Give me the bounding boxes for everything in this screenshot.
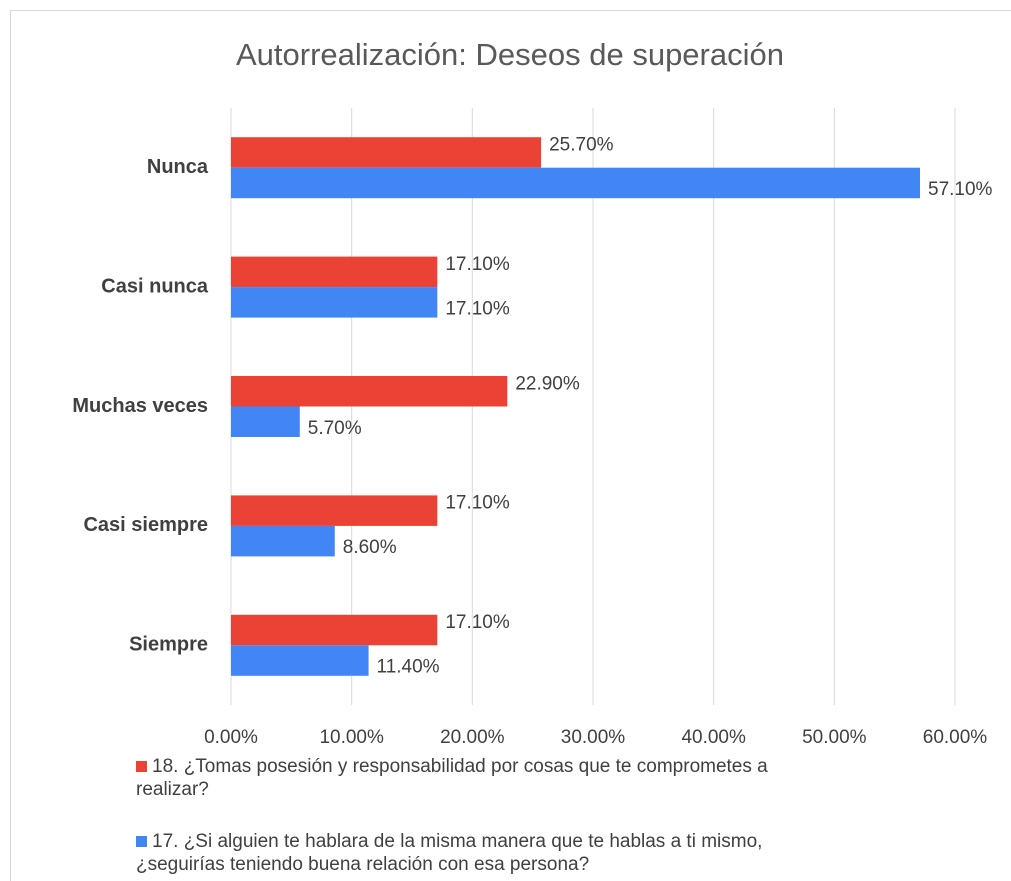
value-label: 8.60% <box>343 537 397 558</box>
x-tick-label: 30.00% <box>561 727 626 748</box>
legend-text: 17. ¿Si alguien te hablara de la misma m… <box>136 831 763 875</box>
chart-title: Autorrealización: Deseos de superación <box>236 37 784 72</box>
y-tick-label: Muchas veces <box>72 395 208 417</box>
bar <box>231 256 438 288</box>
y-tick-label: Siempre <box>129 634 208 656</box>
legend-swatch <box>136 761 147 772</box>
x-tick-label: 10.00% <box>319 727 384 748</box>
x-tick-label: 50.00% <box>802 727 867 748</box>
value-label: 17.10% <box>445 493 510 514</box>
y-tick-label: Casi nunca <box>101 275 209 297</box>
value-label: 25.70% <box>549 134 614 155</box>
value-label: 5.70% <box>308 418 362 439</box>
bar <box>231 287 438 318</box>
value-label: 57.10% <box>928 179 993 200</box>
value-label: 11.40% <box>377 657 440 678</box>
bar <box>231 376 508 407</box>
value-label: 17.10% <box>445 254 510 275</box>
bar <box>231 614 438 646</box>
bar <box>231 495 438 526</box>
y-tick-label: Nunca <box>147 156 209 178</box>
bar <box>231 167 921 199</box>
x-tick-label: 40.00% <box>681 727 746 748</box>
bar <box>231 406 300 437</box>
value-label: 22.90% <box>515 373 580 394</box>
x-tick-label: 20.00% <box>440 727 505 748</box>
legend-item: 17. ¿Si alguien te hablara de la misma m… <box>136 830 776 876</box>
x-tick-label: 0.00% <box>204 727 258 748</box>
x-tick-label: 60.00% <box>923 727 988 748</box>
legend-text: 18. ¿Tomas posesión y responsabilidad po… <box>136 756 768 800</box>
legend-item: 18. ¿Tomas posesión y responsabilidad po… <box>136 755 776 801</box>
bar <box>231 645 369 676</box>
value-label: 17.10% <box>445 612 510 633</box>
legend-swatch <box>136 836 147 847</box>
value-label: 17.10% <box>445 298 510 319</box>
y-tick-label: Casi siempre <box>83 514 208 536</box>
bar <box>231 137 542 168</box>
bar <box>231 525 335 557</box>
